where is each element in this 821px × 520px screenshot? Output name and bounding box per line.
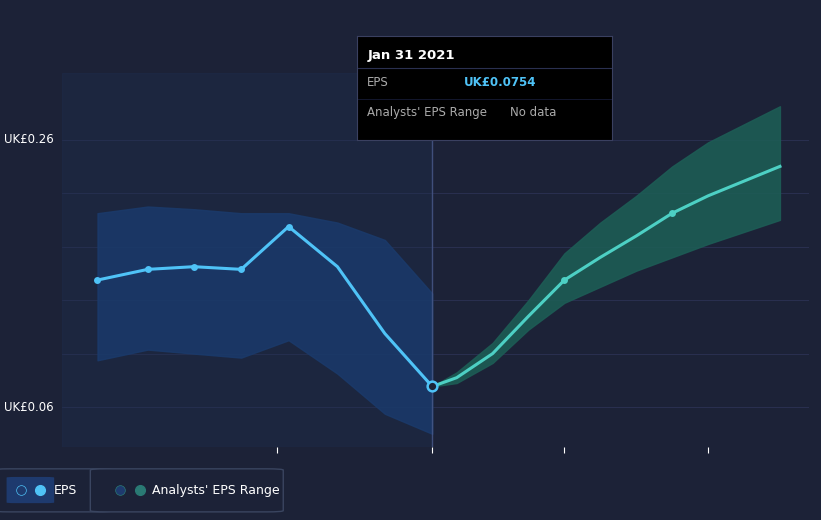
Text: UK£0.26: UK£0.26 bbox=[4, 133, 54, 146]
Text: Analysts' EPS Range: Analysts' EPS Range bbox=[152, 484, 279, 497]
Text: UK£0.0754: UK£0.0754 bbox=[464, 76, 537, 89]
FancyBboxPatch shape bbox=[90, 469, 283, 512]
Text: EPS: EPS bbox=[367, 76, 389, 89]
Text: Analysts Forecasts: Analysts Forecasts bbox=[436, 53, 553, 66]
Text: Jan 31 2021: Jan 31 2021 bbox=[367, 49, 455, 62]
Text: No data: No data bbox=[510, 106, 556, 119]
Text: Analysts' EPS Range: Analysts' EPS Range bbox=[367, 106, 488, 119]
FancyBboxPatch shape bbox=[7, 477, 54, 503]
Bar bbox=[62, 73, 432, 447]
Text: Actual: Actual bbox=[384, 53, 429, 66]
Text: UK£0.06: UK£0.06 bbox=[4, 400, 54, 413]
Text: EPS: EPS bbox=[53, 484, 76, 497]
FancyBboxPatch shape bbox=[0, 469, 112, 512]
